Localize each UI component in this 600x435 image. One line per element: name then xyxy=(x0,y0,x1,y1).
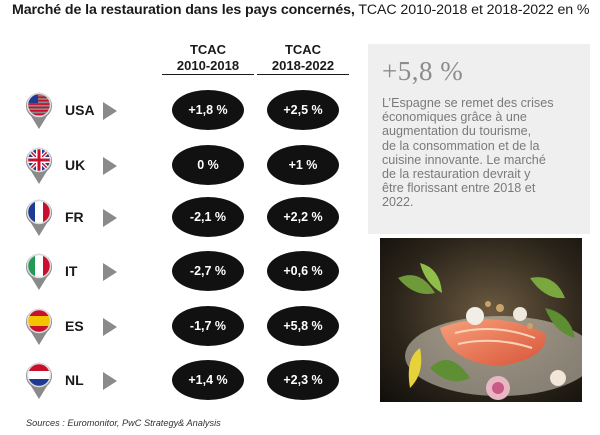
food-photo xyxy=(380,238,582,402)
value-2010-2018: +1,8 % xyxy=(172,90,244,130)
country-row: ES -1,7 % +5,8 % xyxy=(0,306,360,366)
value-2010-2018: -2,7 % xyxy=(172,251,244,291)
value-2010-2018: -1,7 % xyxy=(172,306,244,346)
column-header-2018-2022: TCAC 2018-2022 xyxy=(255,42,351,75)
highlight-line: L’Espagne se remet des crises xyxy=(382,96,554,110)
value-2018-2022: +0,6 % xyxy=(267,251,339,291)
highlight-line: augmentation du tourisme, xyxy=(382,124,532,139)
country-row: UK 0 % +1 % xyxy=(0,145,360,205)
highlight-line: être florissant entre 2018 et xyxy=(382,181,536,196)
country-code: UK xyxy=(65,157,86,173)
nl-flag-icon xyxy=(26,362,52,399)
column-header-line2: 2010-2018 xyxy=(162,58,254,75)
highlight-description: L’Espagne se remet des crises économique… xyxy=(382,96,582,210)
country-code: IT xyxy=(65,263,78,279)
country-row: FR -2,1 % +2,2 % xyxy=(0,197,360,257)
country-code: FR xyxy=(65,209,84,225)
country-code: USA xyxy=(65,102,95,118)
value-2018-2022: +2,3 % xyxy=(267,360,339,400)
value-2018-2022: +2,5 % xyxy=(267,90,339,130)
arrow-icon xyxy=(103,263,117,281)
country-row: USA +1,8 % +2,5 % xyxy=(0,90,360,150)
arrow-icon xyxy=(103,318,117,336)
chart-title-bold: Marché de la restauration dans les pays … xyxy=(12,2,355,18)
country-code: ES xyxy=(65,318,84,334)
value-2010-2018: 0 % xyxy=(172,145,244,185)
chart-title: Marché de la restauration dans les pays … xyxy=(12,2,600,18)
highlight-line: de la restauration devrait y xyxy=(382,167,531,182)
es-flag-icon xyxy=(26,308,52,345)
fr-flag-icon xyxy=(26,199,52,236)
source-note: Sources : Euromonitor, PwC Strategy& Ana… xyxy=(26,418,221,428)
value-2010-2018: -2,1 % xyxy=(172,197,244,237)
value-2018-2022: +1 % xyxy=(267,145,339,185)
column-header-line1: TCAC xyxy=(284,42,322,57)
value-2010-2018: +1,4 % xyxy=(172,360,244,400)
value-2018-2022: +2,2 % xyxy=(267,197,339,237)
chart-title-rest: TCAC 2010-2018 et 2018-2022 en % xyxy=(354,2,590,18)
arrow-icon xyxy=(103,372,117,390)
highlight-line: économiques grâce à une xyxy=(382,110,527,125)
column-header-line1: TCAC xyxy=(189,42,227,57)
it-flag-icon xyxy=(26,253,52,290)
us-flag-icon xyxy=(26,92,52,129)
arrow-icon xyxy=(103,209,117,227)
column-header-2010-2018: TCAC 2010-2018 xyxy=(160,42,256,75)
country-code: NL xyxy=(65,372,84,388)
highlight-line: 2022. xyxy=(382,195,414,210)
highlight-value: +5,8 % xyxy=(382,56,464,86)
country-row: IT -2,7 % +0,6 % xyxy=(0,251,360,311)
arrow-icon xyxy=(103,102,117,120)
country-row: NL +1,4 % +2,3 % xyxy=(0,360,360,420)
highlight-line: cuisine innovante. Le marché xyxy=(382,152,546,167)
uk-flag-icon xyxy=(26,147,52,184)
arrow-icon xyxy=(103,157,117,175)
highlight-line: de la consommation et de la xyxy=(382,138,540,153)
highlight-panel xyxy=(368,44,590,234)
column-header-line2: 2018-2022 xyxy=(257,58,349,75)
value-2018-2022: +5,8 % xyxy=(267,306,339,346)
